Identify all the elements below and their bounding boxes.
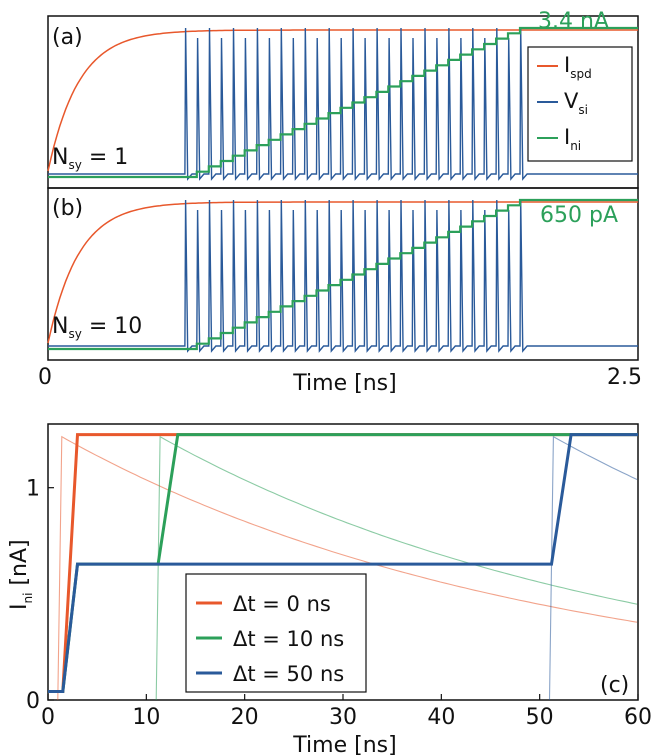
panel-a-final-current: 3.4 nA — [538, 9, 609, 34]
panel-c-plot — [48, 433, 638, 701]
panel-a-legend: Ispd Vsi Ini — [527, 46, 633, 162]
xtick-label-3: 30 — [329, 705, 357, 730]
panel-c-ylabel: Ini [nA] — [7, 539, 35, 610]
faint-curve-0 — [57, 435, 638, 701]
ytick-label-0: 0 — [26, 689, 40, 714]
panel-a-nsy-sub: sy — [68, 158, 81, 172]
panel-a: (a) 3.4 nA Nsy = 1 Ispd Vsi Ini — [47, 9, 639, 189]
panel-b-plot — [47, 198, 638, 353]
panel-b-nsy-main: N — [52, 314, 68, 339]
panel-b-frame — [47, 187, 639, 361]
legend-dt10-label: Δt = 10 ns — [233, 627, 344, 651]
panel-a-nsy-annotation: Nsy = 1 — [52, 145, 128, 172]
panel-b: (b) 650 pA Nsy = 10 0 2.5 Time [ns] — [38, 187, 642, 396]
vsi-line — [48, 27, 638, 181]
legend-vsi-label: Vsi — [564, 89, 588, 117]
ini-line — [48, 26, 638, 179]
panel-b-xlabel: Time [ns] — [292, 371, 396, 396]
panel-b-final-current: 650 pA — [540, 203, 618, 228]
panel-a-nsy-main: N — [52, 145, 68, 170]
ispd-line — [47, 29, 638, 172]
legend-ini-label: Ini — [564, 125, 581, 153]
panel-b-xtick-0: 0 — [38, 365, 52, 390]
panel-a-nsy-rest: = 1 — [82, 145, 128, 170]
panel-c-label: (c) — [600, 673, 629, 698]
panel-b-nsy-rest: = 10 — [82, 314, 142, 339]
panel-c: 0 10 20 30 40 50 60 0 1 Time [ns] Ini [nA] (c) Δ… — [7, 423, 652, 756]
xtick-label-4: 40 — [427, 705, 455, 730]
legend-ispd-label: Ispd — [564, 53, 592, 81]
ytick-label-1: 1 — [26, 477, 40, 502]
panel-b-nsy-annotation: Nsy = 10 — [52, 314, 142, 341]
panel-c-legend: Δt = 0 ns Δt = 10 ns Δt = 50 ns — [185, 573, 367, 693]
xtick-label-2: 20 — [231, 705, 259, 730]
xtick-label-1: 10 — [132, 705, 160, 730]
faint-curve-1 — [155, 435, 638, 701]
legend-dt0-label: Δt = 0 ns — [233, 592, 331, 616]
ini-line — [48, 198, 638, 351]
panel-b-nsy-sub: sy — [68, 327, 81, 341]
panel-b-label: (b) — [52, 196, 83, 221]
xtick-label-0: 0 — [41, 705, 55, 730]
ispd-line — [47, 201, 638, 344]
panel-c-ticks: 0 10 20 30 40 50 60 0 1 — [26, 477, 652, 730]
vsi-line — [48, 199, 638, 353]
legend-dt50-label: Δt = 50 ns — [233, 662, 344, 686]
xtick-label-5: 50 — [526, 705, 554, 730]
faint-curve-2 — [548, 435, 638, 701]
panel-a-label: (a) — [52, 25, 83, 50]
xtick-label-6: 60 — [624, 705, 652, 730]
series-line-2 — [48, 433, 638, 693]
panel-a-plot — [47, 26, 638, 181]
panel-c-xlabel: Time [ns] — [292, 733, 396, 756]
panel-b-xtick-25: 2.5 — [607, 365, 642, 390]
